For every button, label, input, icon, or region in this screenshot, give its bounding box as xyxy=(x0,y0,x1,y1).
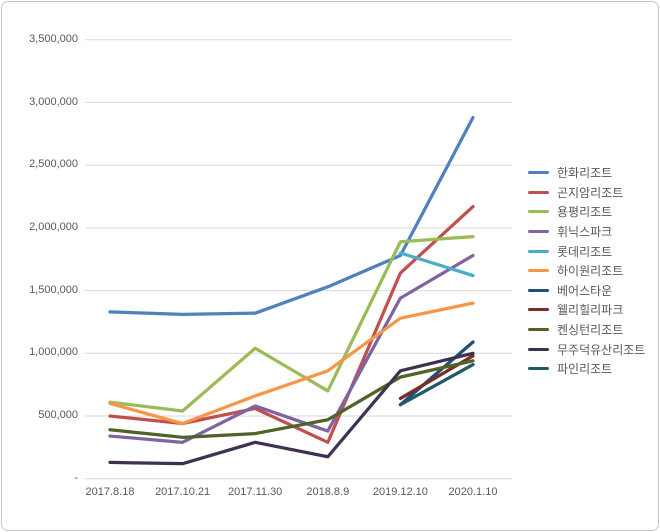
legend-label: 하이원리조트 xyxy=(557,264,624,279)
legend-label: 곤지암리조트 xyxy=(557,185,624,200)
x-tick-label: 2017.8.18 xyxy=(85,486,135,498)
legend-swatch-line xyxy=(528,249,549,253)
series-line-10 xyxy=(398,362,475,407)
x-tick-label: 2017.10.21 xyxy=(155,486,211,498)
x-tick-label: 2020.1.10 xyxy=(448,486,498,498)
legend-swatch-line xyxy=(528,328,549,332)
y-tick-label: 1,500,000 xyxy=(29,283,78,296)
series-line-3 xyxy=(108,253,475,444)
legend-item: 켄싱턴리조트 xyxy=(528,320,645,340)
legend-label: 켄싱턴리조트 xyxy=(557,323,624,338)
legend-label: 용평리조트 xyxy=(557,205,613,220)
legend-item: 베어스타운 xyxy=(528,281,645,301)
legend-label: 한화리조트 xyxy=(557,166,613,181)
y-tick-label: 3,000,000 xyxy=(29,95,78,108)
y-tick-label: 3,500,000 xyxy=(29,32,78,45)
x-tick-label: 2019.12.10 xyxy=(372,486,428,498)
legend-label: 무주덕유산리조트 xyxy=(557,342,646,357)
y-tick-label: 500,000 xyxy=(38,409,78,421)
legend-swatch-line xyxy=(528,210,549,214)
x-tick-label: 2017.11.30 xyxy=(228,486,283,498)
legend-swatch-line xyxy=(528,308,549,312)
legend-item: 웰리힐리파크 xyxy=(528,300,645,320)
series-line-8 xyxy=(108,359,475,439)
legend-swatch-line xyxy=(528,230,549,234)
legend-label: 휘닉스파크 xyxy=(557,225,613,240)
legend-item: 무주덕유산리조트 xyxy=(528,339,645,359)
legend-label: 롯데리조트 xyxy=(557,244,613,259)
legend-label: 베어스타운 xyxy=(557,283,613,298)
legend-swatch-line xyxy=(528,171,549,175)
legend-swatch-line xyxy=(528,190,549,194)
series-line-4 xyxy=(398,251,475,278)
series-line-2 xyxy=(108,235,475,413)
legend-item: 하이원리조트 xyxy=(528,261,645,281)
legend-item: 파인리조트 xyxy=(528,359,645,379)
x-tick-label: 2018.8.9 xyxy=(306,486,350,498)
y-tick-label: 2,000,000 xyxy=(29,220,78,233)
legend-swatch-line xyxy=(528,347,549,351)
legend-item: 롯데리조트 xyxy=(528,241,645,261)
legend-swatch-line xyxy=(528,288,549,292)
series-line-5 xyxy=(108,301,475,426)
series-line-9 xyxy=(108,351,475,466)
y-tick-label: - xyxy=(74,471,78,484)
series-line-6 xyxy=(398,340,475,407)
legend-label: 웰리힐리파크 xyxy=(557,303,624,318)
legend-item: 용평리조트 xyxy=(528,202,645,222)
legend-label: 파인리조트 xyxy=(557,362,613,377)
legend-item: 곤지암리조트 xyxy=(528,183,645,203)
y-tick-label: 2,500,000 xyxy=(29,158,78,171)
series-line-0 xyxy=(108,115,475,317)
y-tick-label: 1,000,000 xyxy=(29,346,78,359)
legend-item: 한화리조트 xyxy=(528,163,645,183)
legend-swatch-line xyxy=(528,269,549,273)
legend-swatch-line xyxy=(528,367,549,371)
legend-item: 휘닉스파크 xyxy=(528,222,645,242)
